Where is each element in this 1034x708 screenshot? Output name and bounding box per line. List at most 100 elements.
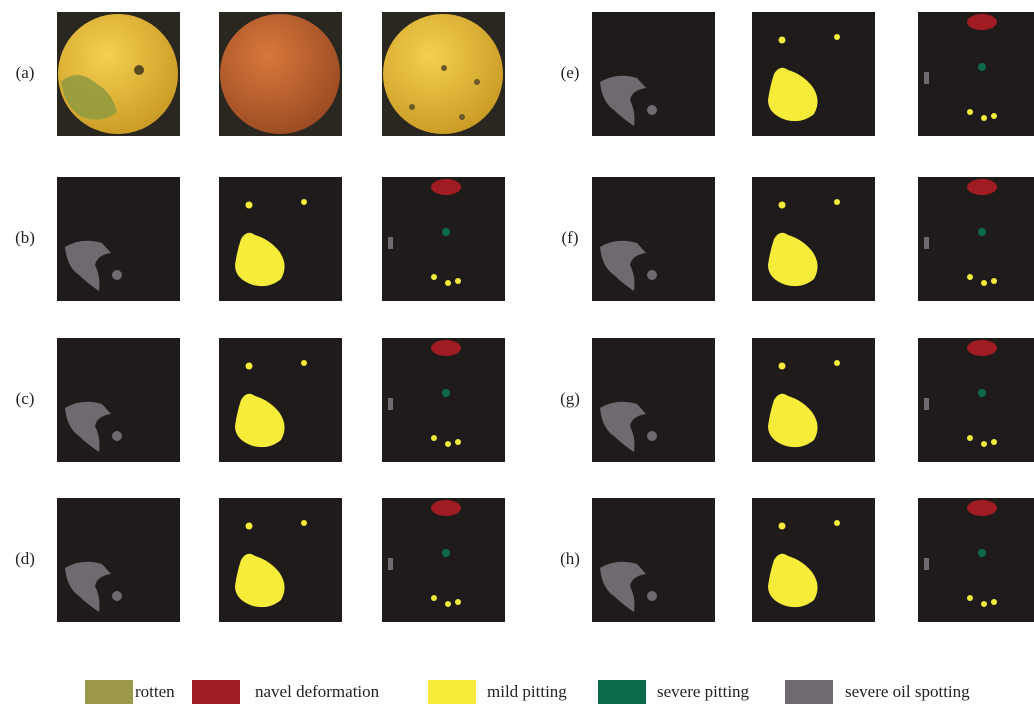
legend-swatch <box>785 680 833 704</box>
panel-image <box>219 177 342 301</box>
panel-image <box>382 338 505 462</box>
mild-pitting <box>455 278 461 284</box>
mild-pitting <box>991 113 997 119</box>
panel-image <box>752 12 875 136</box>
panel-image <box>918 12 1034 136</box>
mild-pitting <box>981 115 987 121</box>
mild-pitting <box>834 34 840 40</box>
navel-deformation <box>431 500 461 516</box>
panel-image <box>918 498 1034 622</box>
panel-image <box>57 338 180 462</box>
panel-image <box>382 498 505 622</box>
mild-pitting <box>246 363 253 370</box>
panel-image <box>918 338 1034 462</box>
panel-image <box>918 177 1034 301</box>
navel-deformation <box>967 340 997 356</box>
spot <box>459 114 465 120</box>
panel-image <box>57 498 180 622</box>
mild-pitting <box>445 280 451 286</box>
mild-pitting <box>834 520 840 526</box>
mild-pitting <box>981 280 987 286</box>
panel-bg <box>918 338 1034 462</box>
panel-image <box>592 498 715 622</box>
panel-bg <box>918 12 1034 136</box>
legend-label: navel deformation <box>255 682 380 701</box>
legend-swatch <box>85 680 133 704</box>
mild-pitting <box>301 520 307 526</box>
legend-label: severe pitting <box>657 682 750 701</box>
panel-image <box>57 12 180 136</box>
oil-spotting <box>647 431 657 441</box>
oil-spotting <box>924 398 929 410</box>
panel-image <box>382 12 505 136</box>
panel-bg <box>219 177 342 301</box>
legend-label: rotten <box>135 682 175 701</box>
panel-bg <box>752 12 875 136</box>
oil-spotting <box>924 72 929 84</box>
oil-spotting <box>388 398 393 410</box>
severe-pitting <box>978 228 986 236</box>
fruit <box>58 14 178 134</box>
mild-pitting <box>991 439 997 445</box>
mild-pitting <box>431 595 437 601</box>
oil-spotting <box>924 558 929 570</box>
mild-pitting <box>431 274 437 280</box>
panel-image <box>219 338 342 462</box>
oil-spotting <box>388 558 393 570</box>
panel-image <box>752 177 875 301</box>
mild-pitting <box>779 37 786 44</box>
navel-deformation <box>431 340 461 356</box>
spot <box>474 79 480 85</box>
mild-pitting <box>981 441 987 447</box>
navel-deformation <box>967 179 997 195</box>
panel-bg <box>918 177 1034 301</box>
mild-pitting <box>246 202 253 209</box>
mild-pitting <box>991 278 997 284</box>
panel-bg <box>57 338 180 462</box>
legend-swatch <box>192 680 240 704</box>
mild-pitting <box>455 599 461 605</box>
panel-label: (e) <box>561 63 580 82</box>
panel-label: (f) <box>562 228 579 247</box>
panel-bg <box>592 177 715 301</box>
mild-pitting <box>779 523 786 530</box>
oil-spotting <box>924 237 929 249</box>
oil-spotting <box>647 270 657 280</box>
oil-spotting <box>112 431 122 441</box>
panel-bg <box>382 338 505 462</box>
oil-spotting <box>112 270 122 280</box>
panel-label: (c) <box>16 389 35 408</box>
oil-spotting <box>388 237 393 249</box>
panel-bg <box>382 498 505 622</box>
spot <box>134 65 144 75</box>
severe-pitting <box>978 389 986 397</box>
oil-spotting <box>647 105 657 115</box>
navel-deformation <box>967 500 997 516</box>
mild-pitting <box>455 439 461 445</box>
panel-image <box>57 177 180 301</box>
panel-image <box>592 177 715 301</box>
oil-spotting <box>112 591 122 601</box>
fruit <box>383 14 503 134</box>
panel-label: (g) <box>560 389 580 408</box>
mild-pitting <box>779 363 786 370</box>
panel-bg <box>57 498 180 622</box>
panel-bg <box>382 177 505 301</box>
severe-pitting <box>978 549 986 557</box>
severe-pitting <box>442 549 450 557</box>
panel-bg <box>752 177 875 301</box>
severe-pitting <box>442 228 450 236</box>
fruit <box>220 14 340 134</box>
panel-image <box>382 177 505 301</box>
panel-label: (b) <box>15 228 35 247</box>
panel-image <box>219 12 342 136</box>
mild-pitting <box>967 274 973 280</box>
mild-pitting <box>431 435 437 441</box>
panel-label: (a) <box>16 63 35 82</box>
mild-pitting <box>246 523 253 530</box>
navel-deformation <box>431 179 461 195</box>
panel-bg <box>752 338 875 462</box>
mild-pitting <box>991 599 997 605</box>
mild-pitting <box>967 109 973 115</box>
mild-pitting <box>967 435 973 441</box>
